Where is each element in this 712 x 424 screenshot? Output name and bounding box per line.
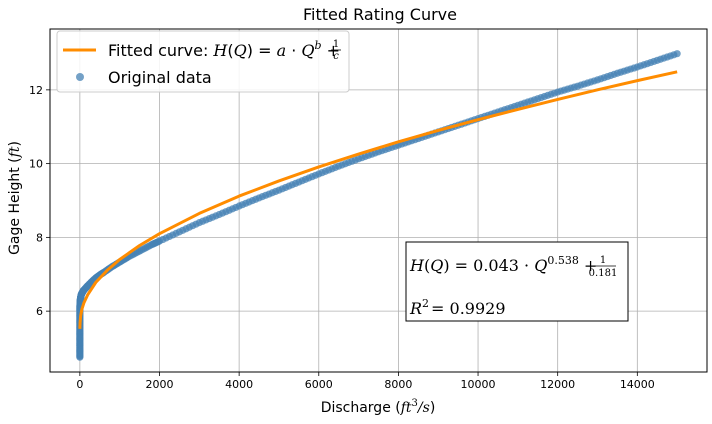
data-point (192, 220, 200, 228)
chart-title: Fitted Rating Curve (303, 5, 457, 24)
legend-fraction: 1 c (331, 39, 341, 62)
plot-frame (49, 28, 708, 373)
y-axis-label: Gage Height (ft) (7, 141, 23, 255)
data-point (371, 149, 379, 157)
x-tick-label: 6000 (305, 378, 333, 391)
legend-fit-label: Fitted curve: H(Q) = a · Qb + (108, 39, 340, 60)
data-point (272, 187, 280, 196)
svg-text:c: c (333, 51, 339, 62)
svg-text:1: 1 (600, 255, 606, 266)
data-point (610, 70, 618, 78)
y-tick-label: 8 (36, 231, 43, 244)
data-point (590, 77, 598, 85)
data-point (172, 229, 180, 237)
x-tick-label: 8000 (384, 378, 412, 391)
legend: Fitted curve: H(Q) = a · Qb + 1 c Origin… (56, 30, 350, 93)
data-point (570, 83, 578, 91)
y-tick-label: 12 (29, 84, 43, 97)
x-axis-label: Discharge (ft3/s) (321, 398, 436, 416)
data-point (232, 203, 240, 212)
legend-data-swatch (76, 73, 84, 81)
data-point (311, 171, 320, 179)
axis-ticks: 0 2000 4000 6000 8000 10000 12000 14000 6 8 10 12 (29, 84, 655, 391)
data-layer (76, 50, 681, 361)
y-tick-label: 6 (36, 305, 43, 318)
data-point (351, 156, 359, 164)
x-tick-label: 4000 (225, 378, 253, 391)
x-tick-label: 0 (76, 378, 83, 391)
fit-annotation: H(Q) = 0.043 · Q0.538 + 1 0.181 R2 = 0.99… (405, 241, 629, 322)
x-tick-label: 14000 (620, 378, 655, 391)
fitted-curve-line (78, 70, 678, 329)
x-tick-label: 2000 (146, 378, 174, 391)
data-point (252, 195, 260, 203)
data-point (650, 57, 658, 66)
x-tick-label: 10000 (461, 378, 496, 391)
x-tick-label: 12000 (540, 378, 575, 391)
data-point (630, 64, 638, 72)
y-tick-label: 10 (29, 158, 43, 171)
annotation-equation: H(Q) = 0.043 · Q0.538 + (409, 254, 597, 275)
annotation-box (405, 241, 629, 322)
data-point (550, 89, 558, 97)
annotation-r2: R2 = 0.9929 (409, 297, 506, 318)
annotation-fraction: 1 0.181 (589, 255, 618, 279)
data-point (291, 179, 300, 188)
legend-data-label: Original data (108, 68, 212, 87)
data-point (670, 51, 678, 59)
data-point (530, 96, 539, 104)
svg-text:0.181: 0.181 (589, 268, 618, 279)
svg-text:1: 1 (333, 39, 339, 50)
data-point (331, 163, 339, 172)
legend-box (56, 30, 350, 93)
data-point (212, 212, 220, 220)
